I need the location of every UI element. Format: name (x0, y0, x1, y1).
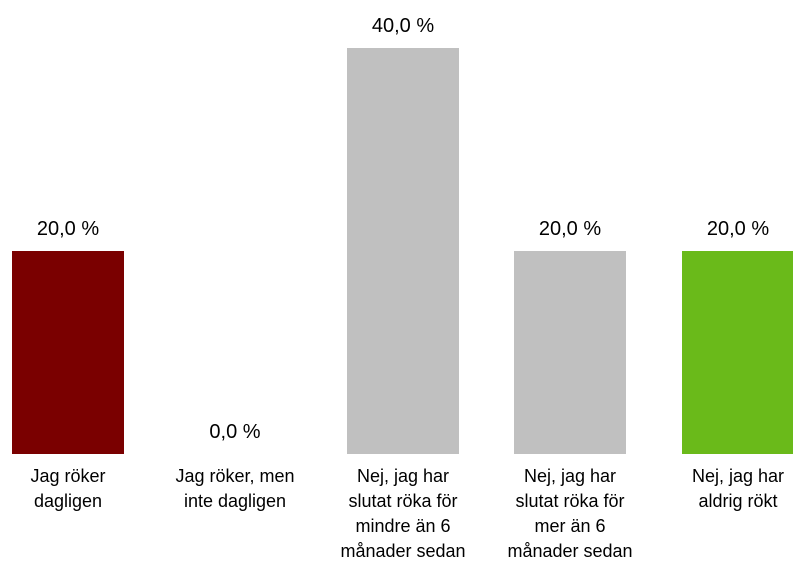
category-label-line: Jag röker (30, 466, 105, 486)
bar-3 (347, 48, 459, 454)
category-label-line: Nej, jag har (524, 466, 616, 486)
category-label-line: slutat röka för (348, 491, 457, 511)
category-label-2: Jag röker, men inte dagligen (175, 466, 294, 511)
category-label-5: Nej, jag har aldrig rökt (692, 466, 784, 511)
bar-5 (682, 251, 793, 454)
category-label-3: Nej, jag har slutat röka för mindre än 6 må… (340, 466, 465, 561)
category-label-4: Nej, jag har slutat röka för mer än 6 månad… (507, 466, 632, 561)
value-label-5: 20,0 % (707, 218, 769, 240)
value-label-4: 20,0 % (539, 218, 601, 240)
category-label-line: Nej, jag har (357, 466, 449, 486)
value-label-1: 20,0 % (37, 218, 99, 240)
bar-1 (12, 251, 124, 454)
bar-4 (514, 251, 626, 454)
category-label-line: mindre än 6 (355, 516, 450, 536)
category-label-line: mer än 6 (534, 516, 605, 536)
category-label-line: Nej, jag har (692, 466, 784, 486)
category-label-line: inte dagligen (184, 491, 286, 511)
category-label-line: slutat röka för (515, 491, 624, 511)
category-label-line: aldrig rökt (698, 491, 777, 511)
category-label-line: månader sedan (340, 541, 465, 561)
value-label-3: 40,0 % (372, 15, 434, 37)
category-label-line: dagligen (34, 491, 102, 511)
category-label-line: månader sedan (507, 541, 632, 561)
category-label-line: Jag röker, men (175, 466, 294, 486)
category-label-1: Jag röker dagligen (30, 466, 105, 511)
value-label-2: 0,0 % (209, 421, 260, 443)
